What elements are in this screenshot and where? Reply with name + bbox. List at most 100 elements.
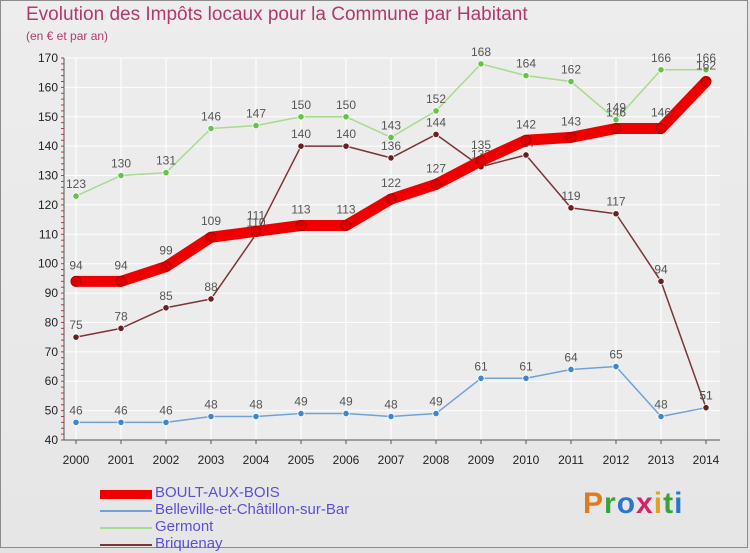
data-point: [612, 362, 620, 371]
y-tick-label: 80: [45, 315, 59, 329]
data-point: [385, 193, 397, 205]
data-label: 111: [247, 208, 266, 222]
data-label: 162: [696, 59, 716, 73]
data-label: 123: [66, 177, 86, 191]
data-label: 142: [516, 117, 536, 131]
data-label: 51: [699, 389, 713, 403]
x-tick-label: 2004: [243, 453, 270, 467]
x-tick-label: 2003: [198, 453, 225, 467]
data-label: 127: [426, 161, 446, 175]
y-tick-label: 50: [45, 404, 59, 418]
y-tick-label: 160: [38, 80, 58, 94]
data-label: 143: [561, 114, 581, 128]
data-point: [655, 123, 667, 134]
x-tick-label: 2001: [108, 453, 135, 467]
data-point: [477, 374, 485, 382]
data-label: 164: [516, 57, 536, 71]
data-point: [70, 275, 82, 287]
data-label: 162: [561, 63, 581, 77]
data-point: [115, 275, 127, 287]
data-point: [387, 133, 395, 141]
x-tick-label: 2010: [513, 453, 540, 467]
data-label: 150: [291, 98, 311, 112]
data-point: [342, 142, 350, 150]
data-point: [295, 220, 307, 231]
data-point: [252, 121, 260, 130]
data-point: [250, 225, 262, 237]
data-label: 147: [246, 107, 266, 121]
data-point: [522, 72, 530, 80]
data-label: 143: [381, 118, 401, 132]
data-label: 144: [426, 115, 446, 129]
data-label: 113: [336, 202, 355, 216]
plot-area: [64, 58, 720, 440]
data-point: [207, 412, 215, 421]
data-label: 94: [654, 262, 668, 276]
data-label: 46: [114, 403, 128, 417]
data-label: 48: [249, 397, 263, 411]
data-label: 49: [339, 395, 353, 409]
data-point: [297, 409, 305, 418]
data-point: [207, 124, 215, 133]
chart-title: Evolution des Impôts locaux pour la Comm…: [26, 4, 528, 25]
data-point: [117, 418, 125, 426]
data-label: 99: [159, 244, 173, 258]
logo-letter: t: [663, 487, 675, 520]
legend-swatch: [100, 510, 152, 512]
x-tick-label: 2006: [333, 453, 360, 467]
y-tick-label: 70: [45, 345, 59, 359]
legend-label: Briquenay: [155, 535, 223, 552]
data-label: 46: [69, 403, 83, 417]
x-tick-label: 2007: [378, 453, 405, 467]
y-tick-label: 100: [38, 257, 58, 271]
data-label: 122: [381, 176, 401, 190]
data-point: [657, 66, 665, 74]
data-point: [657, 277, 665, 285]
data-point: [702, 404, 710, 412]
data-label: 48: [384, 397, 398, 411]
x-tick-label: 2011: [558, 453, 584, 467]
data-label: 46: [159, 403, 173, 417]
data-point: [522, 374, 530, 382]
data-point: [430, 178, 442, 190]
data-label: 94: [69, 258, 83, 272]
data-point: [160, 261, 172, 273]
data-point: [702, 66, 710, 74]
data-label: 49: [429, 395, 443, 409]
legend-swatch: [100, 544, 152, 546]
data-label: 146: [651, 106, 671, 120]
data-label: 88: [204, 280, 218, 294]
y-tick-label: 170: [38, 51, 58, 65]
data-label: 61: [519, 359, 533, 373]
data-label: 94: [114, 258, 128, 272]
data-label: 140: [336, 127, 356, 141]
legend-swatch: [100, 490, 152, 499]
data-point: [567, 365, 575, 374]
data-point: [387, 412, 395, 421]
data-point: [520, 134, 532, 146]
data-point: [567, 204, 575, 212]
data-point: [205, 231, 217, 243]
legend-swatch: [100, 527, 152, 529]
data-label: 65: [609, 348, 623, 362]
x-tick-label: 2009: [468, 453, 495, 467]
data-label: 149: [606, 101, 626, 115]
data-label: 131: [156, 154, 176, 168]
data-point: [700, 76, 712, 87]
y-tick-label: 60: [45, 374, 59, 388]
data-point: [162, 169, 170, 177]
data-label: 109: [201, 214, 221, 228]
data-label: 117: [606, 195, 625, 209]
data-label: 49: [294, 395, 308, 409]
data-label: 166: [696, 51, 716, 65]
data-point: [610, 123, 622, 134]
data-point: [432, 107, 440, 115]
data-point: [72, 418, 80, 426]
x-tick-label: 2014: [693, 453, 720, 467]
data-point: [117, 324, 125, 332]
x-tick-label: 2012: [603, 453, 630, 467]
data-label: 150: [336, 98, 356, 112]
data-point: [475, 155, 487, 167]
logo-letter: o: [616, 487, 637, 520]
